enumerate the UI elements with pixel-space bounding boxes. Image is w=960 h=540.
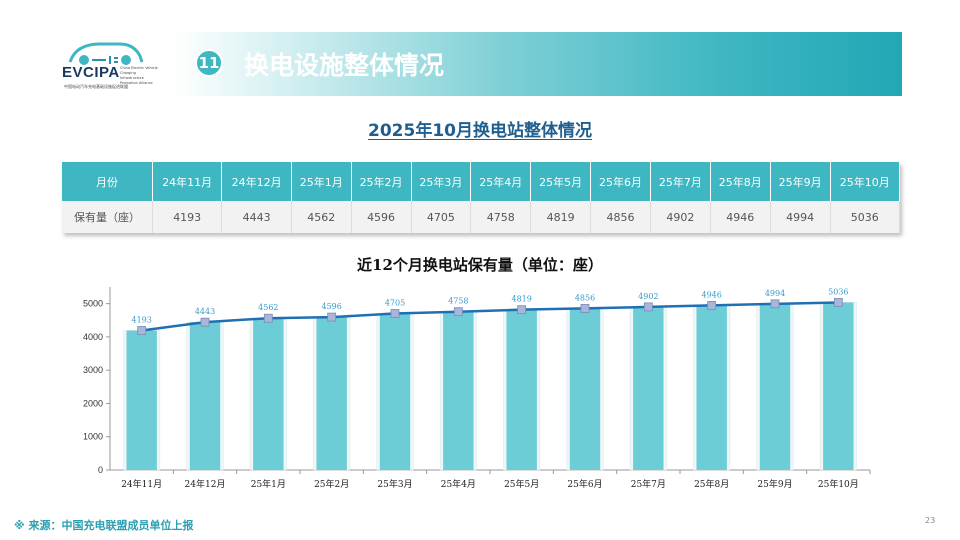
x-tick-label: 25年10月 [818,478,859,490]
table-value-cell: 4705 [411,201,472,233]
table-value-row: 保有量（座） 4193 4443 4562 4596 4705 4758 481… [62,201,901,233]
line-marker [517,305,527,315]
x-tick-label: 25年6月 [567,478,602,490]
evcipa-logo-icon [68,42,144,65]
page-title: 换电设施整体情况 [244,51,445,80]
x-tick-label: 25年5月 [504,478,539,490]
data-label: 4902 [638,292,658,301]
x-tick-label: 25年1月 [251,478,286,490]
x-tick-label: 25年4月 [441,478,476,490]
table-value-cell: 4819 [530,201,592,233]
table-month-cell: 25年3月 [411,162,472,201]
table-month-cell: 25年7月 [650,162,711,201]
logo-subtitle: 中国电动汽车充电基础设施促进联盟 [64,84,128,89]
bar [633,306,664,470]
y-tick-label: 1000 [83,432,103,442]
line-marker [580,304,590,313]
line-marker [453,307,463,317]
table-month-cell: 25年1月 [291,162,352,201]
section-number-badge: 11 [195,49,223,77]
data-label: 4705 [385,298,405,307]
data-label: 4443 [195,307,215,316]
data-label: 5036 [828,287,848,296]
table-value-cell: 4562 [291,201,352,233]
logo-name: EVCIPA [62,64,120,81]
bar [379,313,411,470]
table-value-cell: 4994 [770,201,831,233]
line-marker [833,298,843,307]
table-value-cell: 4902 [650,201,711,233]
table-header-row: 月份 24年11月 24年12月 25年1月 25年2月 25年3月 25年4月… [62,162,901,201]
bar [316,317,347,470]
data-label: 4596 [321,302,341,311]
line-marker [390,309,400,318]
table-month-cell: 24年12月 [221,162,292,201]
bar [569,308,601,470]
table-month-cell: 25年4月 [470,162,532,201]
section-subtitle: 2025年10月换电站整体情况 [0,116,960,141]
bar [189,322,221,470]
data-label: 4946 [701,290,721,299]
chart-title: 近12个月换电站保有量（单位：座） [357,256,603,274]
table-value-cell: 4946 [710,201,771,233]
line-marker [327,312,337,322]
x-tick-label: 25年3月 [377,478,412,490]
table-month-cell: 25年9月 [770,162,831,201]
data-label: 4994 [765,289,785,298]
line-marker [200,317,210,327]
page-number: 23 [925,516,936,525]
logo-side-text: China Electric Vehicle Charging Infrastr… [120,66,158,85]
line-marker [263,313,273,323]
y-tick-label: 3000 [83,365,103,375]
table-value-cell: 4193 [152,201,223,233]
data-label: 4193 [131,315,151,324]
series-line [141,301,839,332]
table-month-cell: 25年8月 [710,162,771,201]
table-month-cell: 25年2月 [351,162,412,201]
bar [696,305,727,470]
table-month-cell: 25年10月 [830,162,901,201]
data-label: 4758 [448,297,468,306]
table-value-cell: 4596 [351,201,412,233]
data-label: 4856 [575,293,595,302]
line-marker [643,302,653,312]
bar [823,302,854,470]
y-tick-label: 0 [98,465,103,475]
stats-table: 月份 24年11月 24年12月 25年1月 25年2月 25年3月 25年4月… [62,162,901,233]
x-tick-label: 24年11月 [121,478,162,490]
table-month-cell: 24年11月 [152,162,223,201]
section-subtitle-text: 2025年10月换电站整体情况 [368,121,592,141]
table-month-cell: 25年6月 [590,162,651,201]
bar [443,311,474,470]
table-month-cell: 25年5月 [530,162,592,201]
table-value-cell: 5036 [830,201,901,233]
bar [126,330,157,470]
data-label: 4819 [511,295,531,304]
table-value-cell: 4443 [221,201,292,233]
bar [506,309,537,470]
x-tick-label: 25年8月 [694,478,729,490]
table-value-cell: 4758 [470,201,532,233]
bar [759,303,791,470]
table-value-cell: 4856 [590,201,651,233]
header-banner [172,32,902,96]
x-tick-label: 25年9月 [757,478,792,490]
table-row-label: 月份 [62,162,153,201]
source-note: ※ 来源：中国充电联盟成员单位上报 [14,519,194,532]
x-tick-label: 25年7月 [631,478,666,490]
data-label: 4562 [258,303,278,312]
line-marker [707,301,717,310]
x-tick-label: 24年12月 [185,478,226,490]
y-tick-label: 4000 [83,332,103,342]
y-tick-label: 2000 [83,398,103,408]
y-tick-label: 5000 [83,299,103,309]
x-tick-label: 25年2月 [314,478,349,490]
table-row-label: 保有量（座） [62,201,153,233]
line-marker [770,299,780,309]
line-marker [137,326,147,335]
bar [253,318,284,470]
